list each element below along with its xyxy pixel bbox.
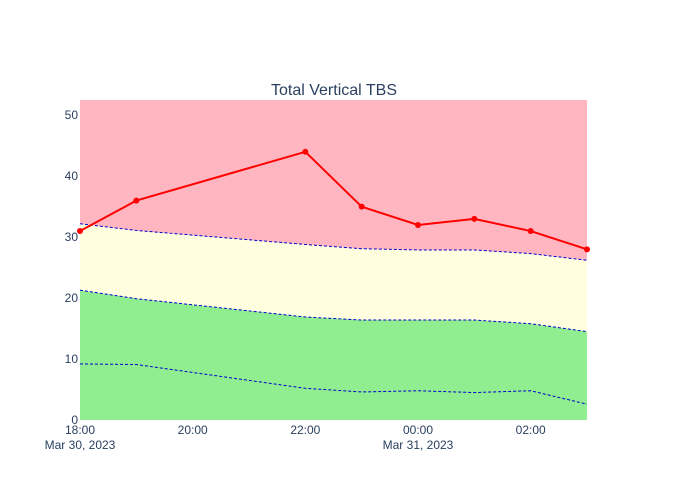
threshold-line-2 [80, 289, 587, 333]
data-point [358, 203, 365, 210]
area-fills [80, 223, 587, 420]
series-markers [77, 148, 590, 253]
series-lines [80, 150, 587, 405]
data-point [584, 246, 590, 253]
x-tick-label: 22:00 [290, 423, 320, 437]
x-tick-label: 18:00 [65, 423, 95, 437]
data-point [302, 148, 309, 155]
y-tick-label: 10 [65, 352, 79, 366]
x-tick-label: 00:00 [403, 423, 433, 437]
data-point [471, 215, 478, 222]
data-point [77, 228, 83, 235]
x-tick-label: 02:00 [516, 423, 546, 437]
data-point [133, 197, 140, 204]
y-tick-label: 20 [65, 291, 79, 305]
y-tick-label: 50 [65, 108, 79, 122]
data-point [415, 221, 421, 228]
y-tick-label: 40 [65, 169, 79, 183]
series-line-4 [80, 150, 587, 251]
y-tick-label: 30 [65, 230, 79, 244]
threshold-line-3 [80, 223, 587, 261]
x-tick-date-label: Mar 30, 2023 [45, 438, 116, 452]
y-tick-label: 0 [71, 413, 78, 427]
y-axis: 0 10 20 30 40 50 [65, 108, 79, 427]
data-point [527, 228, 534, 235]
x-tick-label: 20:00 [178, 423, 208, 437]
threshold-line-1 [80, 363, 587, 405]
chart-title: Total Vertical TBS [271, 82, 397, 99]
area-fill-1 [80, 363, 587, 420]
x-tick-date-label: Mar 31, 2023 [383, 438, 454, 452]
